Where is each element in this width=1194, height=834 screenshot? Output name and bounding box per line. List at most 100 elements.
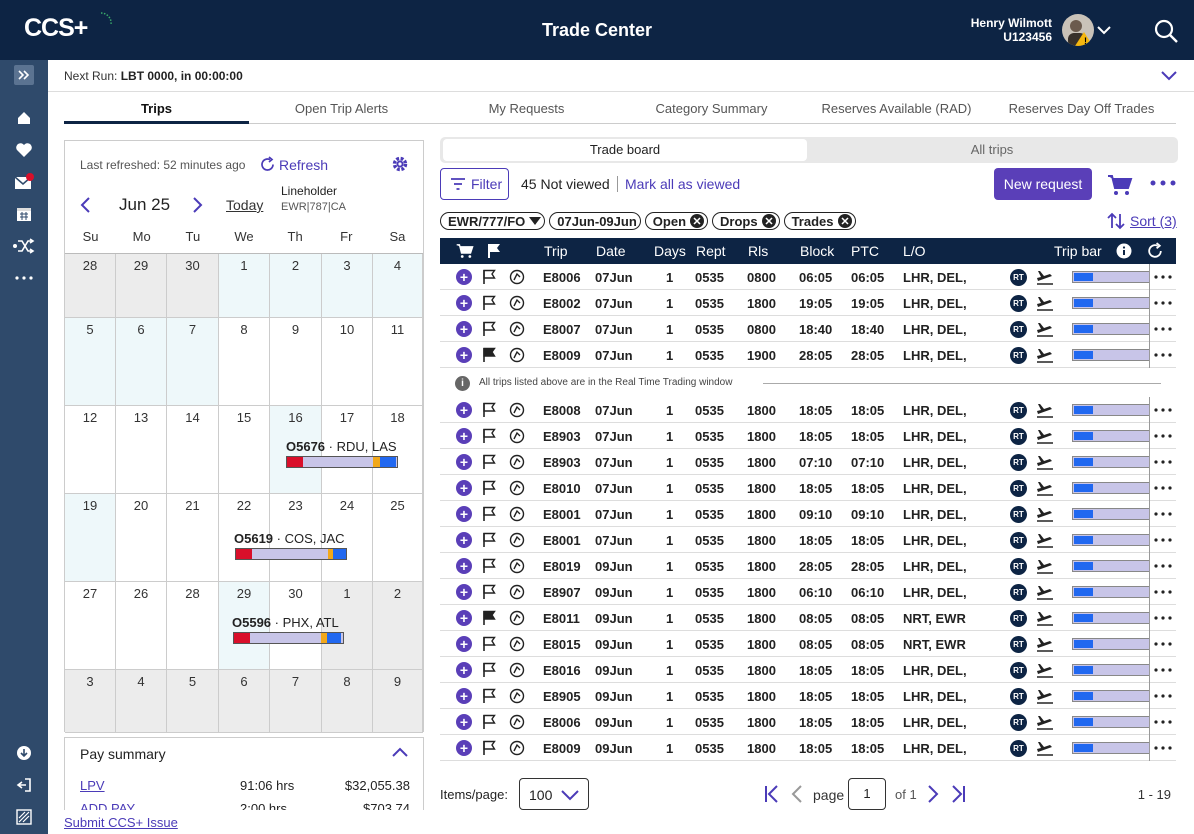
cell-trip[interactable]: E8009 (543, 741, 581, 756)
cell-trip[interactable]: E8008 (543, 403, 581, 418)
chip-date-range[interactable]: 07Jun-09Jun (549, 212, 641, 230)
trade-history-icon[interactable] (509, 480, 525, 496)
table-row[interactable]: + E8007 07Jun 1 0535 0800 18:40 18:40 LHR, DEL, R… (440, 316, 1176, 342)
table-row[interactable]: + E8006 07Jun 1 0535 0800 06:05 06:05 LHR, DEL, R… (440, 264, 1176, 290)
more-options-icon[interactable] (1150, 176, 1176, 190)
today-button[interactable]: Today (226, 197, 264, 213)
cell-trip[interactable]: E8905 (543, 689, 581, 704)
more-options-icon[interactable] (1154, 353, 1172, 357)
flag-icon[interactable] (482, 506, 496, 522)
trade-history-icon[interactable] (509, 454, 525, 470)
col-ptc[interactable]: PTC (851, 243, 879, 259)
add-icon[interactable]: + (456, 321, 472, 337)
last-page-icon[interactable] (950, 784, 966, 804)
more-options-icon[interactable] (1154, 327, 1172, 331)
trade-history-icon[interactable] (509, 295, 525, 311)
filter-button[interactable]: Filter (440, 168, 509, 200)
add-icon[interactable]: + (456, 532, 472, 548)
chip-trades[interactable]: Trades (783, 212, 856, 230)
cart-icon[interactable] (1107, 174, 1133, 196)
add-icon[interactable]: + (456, 269, 472, 285)
add-icon[interactable]: + (456, 610, 472, 626)
calendar-day[interactable]: 9 (270, 318, 322, 406)
more-options-icon[interactable] (1154, 408, 1172, 412)
calendar-day[interactable]: 27 (65, 582, 116, 670)
calendar-day[interactable]: 3 (65, 670, 116, 733)
cell-trip[interactable]: E8903 (543, 429, 581, 444)
logout-icon[interactable] (12, 773, 36, 797)
trade-history-icon[interactable] (509, 714, 525, 730)
cell-trip[interactable]: E8006 (543, 270, 581, 285)
cell-trip[interactable]: E8903 (543, 455, 581, 470)
calendar-day[interactable]: 1 (322, 582, 373, 670)
more-options-icon[interactable] (1154, 746, 1172, 750)
col-date[interactable]: Date (596, 243, 626, 259)
calendar-day[interactable]: 3 (322, 254, 373, 318)
calendar-day[interactable]: 29 (219, 582, 270, 670)
map-icon[interactable] (12, 805, 36, 829)
add-icon[interactable]: + (456, 480, 472, 496)
page-input[interactable]: 1 (848, 778, 886, 810)
table-row[interactable]: + E8010 07Jun 1 0535 1800 18:05 18:05 LHR, DEL, R… (440, 475, 1176, 501)
pay-row-label[interactable]: ADD PAY (80, 801, 136, 810)
flag-icon[interactable] (482, 321, 496, 337)
download-icon[interactable] (12, 741, 36, 765)
add-icon[interactable]: + (456, 636, 472, 652)
add-icon[interactable]: + (456, 347, 472, 363)
more-options-icon[interactable] (1154, 275, 1172, 279)
trade-history-icon[interactable] (509, 532, 525, 548)
pay-row-label[interactable]: LPV (80, 778, 105, 793)
table-row[interactable]: + E8019 09Jun 1 0535 1800 28:05 28:05 LHR, DEL, R… (440, 553, 1176, 579)
flag-icon[interactable] (482, 532, 496, 548)
trade-history-icon[interactable] (509, 584, 525, 600)
col-rls[interactable]: Rls (748, 243, 769, 259)
trade-shuffle-icon[interactable] (12, 234, 36, 258)
flag-icon[interactable] (482, 558, 496, 574)
flag-icon[interactable] (482, 295, 496, 311)
tab-category-summary[interactable]: Category Summary (655, 101, 768, 116)
more-options-icon[interactable] (1154, 512, 1172, 516)
prev-month-icon[interactable] (78, 196, 92, 214)
add-icon[interactable]: + (456, 688, 472, 704)
cell-trip[interactable]: E8001 (543, 507, 581, 522)
flag-icon[interactable] (482, 454, 496, 470)
calendar-day[interactable]: 1 (219, 254, 270, 318)
flag-icon[interactable] (482, 610, 496, 626)
close-icon[interactable] (837, 214, 852, 228)
more-options-icon[interactable] (1154, 538, 1172, 542)
cell-trip[interactable]: E8016 (543, 663, 581, 678)
search-icon[interactable] (1153, 18, 1179, 44)
calendar-day[interactable]: 25 (373, 494, 423, 582)
col-rept[interactable]: Rept (696, 243, 726, 259)
flag-icon[interactable] (482, 714, 496, 730)
flag-icon[interactable] (482, 636, 496, 652)
calendar-day[interactable]: 7 (270, 670, 322, 733)
more-options-icon[interactable] (1154, 720, 1172, 724)
cell-trip[interactable]: E8001 (543, 533, 581, 548)
close-icon[interactable] (761, 214, 776, 228)
calendar-trip[interactable]: O5619 · COS, JAC (234, 531, 345, 546)
more-options-icon[interactable] (1154, 486, 1172, 490)
heart-icon[interactable] (12, 138, 36, 162)
calendar-day[interactable]: 29 (116, 254, 167, 318)
calendar-day[interactable]: 4 (373, 254, 423, 318)
calendar-day[interactable]: 2 (270, 254, 322, 318)
sort-button[interactable]: Sort (3) (1106, 212, 1177, 230)
segment-all-trips[interactable]: All trips (970, 142, 1014, 157)
chevron-up-icon[interactable] (391, 745, 409, 759)
add-icon[interactable]: + (456, 740, 472, 756)
trade-history-icon[interactable] (509, 636, 525, 652)
table-row[interactable]: + E8008 07Jun 1 0535 1800 18:05 18:05 LHR, DEL, R… (440, 397, 1176, 423)
refresh-icon[interactable] (1146, 242, 1164, 260)
ccs-logo[interactable]: CCS+ (24, 12, 112, 43)
calendar-day[interactable]: 14 (167, 406, 219, 494)
calendar-day[interactable]: 6 (116, 318, 167, 406)
calendar-icon[interactable] (12, 202, 36, 226)
more-options-icon[interactable] (1154, 668, 1172, 672)
calendar-day[interactable]: 28 (167, 582, 219, 670)
calendar-day[interactable]: 5 (65, 318, 116, 406)
cell-trip[interactable]: E8006 (543, 715, 581, 730)
calendar-day[interactable]: 21 (167, 494, 219, 582)
calendar-day[interactable]: 16 (270, 406, 322, 494)
cell-trip[interactable]: E8009 (543, 348, 581, 363)
